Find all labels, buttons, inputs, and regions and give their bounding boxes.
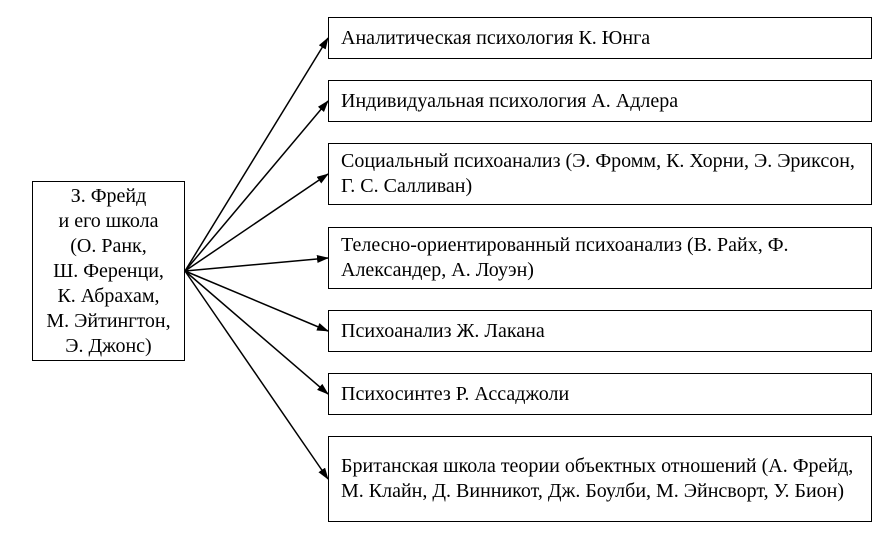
target-node-text: Психосинтез Р. Ассаджоли bbox=[341, 382, 569, 407]
arrow bbox=[185, 271, 328, 394]
target-node: Индивидуальная психология А. Адлера bbox=[328, 80, 872, 122]
target-node: Психоанализ Ж. Лакана bbox=[328, 310, 872, 352]
target-node: Телесно-ориентированный психоанализ (В. … bbox=[328, 227, 872, 289]
arrow bbox=[185, 174, 328, 271]
target-node-text: Британская школа теории объектных отноше… bbox=[341, 454, 859, 504]
target-node-text: Индивидуальная психология А. Адлера bbox=[341, 89, 678, 114]
source-node: З. Фрейди его школа(О. Ранк,Ш. Ференци,К… bbox=[32, 181, 185, 361]
diagram-canvas: З. Фрейди его школа(О. Ранк,Ш. Ференци,К… bbox=[0, 0, 894, 557]
source-node-text: З. Фрейди его школа(О. Ранк,Ш. Ференци,К… bbox=[46, 184, 170, 359]
arrow bbox=[185, 271, 328, 331]
target-node-text: Социальный психоанализ (Э. Фромм, К. Хор… bbox=[341, 149, 859, 199]
target-node-text: Аналитическая психология К. Юнга bbox=[341, 26, 650, 51]
target-node: Социальный психоанализ (Э. Фромм, К. Хор… bbox=[328, 143, 872, 205]
target-node-text: Психоанализ Ж. Лакана bbox=[341, 319, 545, 344]
target-node: Британская школа теории объектных отноше… bbox=[328, 436, 872, 522]
arrow bbox=[185, 101, 328, 271]
target-node: Аналитическая психология К. Юнга bbox=[328, 17, 872, 59]
target-node: Психосинтез Р. Ассаджоли bbox=[328, 373, 872, 415]
arrow bbox=[185, 38, 328, 271]
target-node-text: Телесно-ориентированный психоанализ (В. … bbox=[341, 233, 859, 283]
arrow bbox=[185, 271, 328, 479]
arrow bbox=[185, 258, 328, 271]
